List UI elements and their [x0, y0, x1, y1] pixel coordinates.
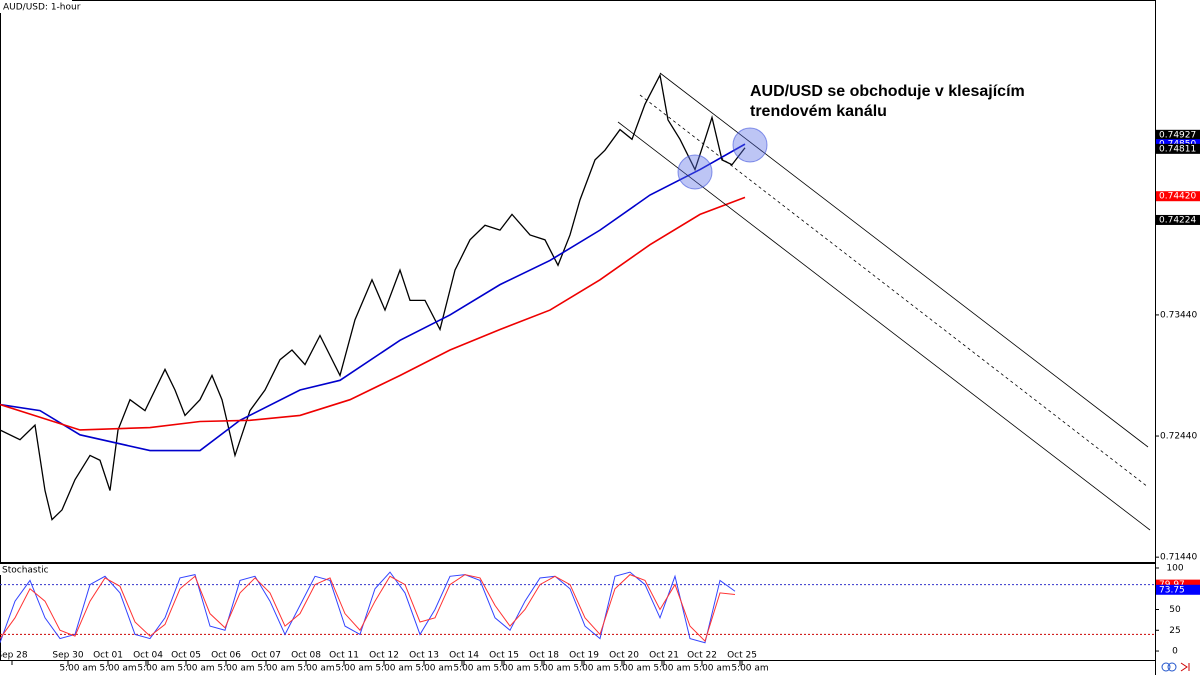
x-tick-label: 5:00 am	[375, 664, 412, 674]
channel-mid	[639, 94, 1149, 488]
icon	[1161, 662, 1171, 672]
series-line	[0, 73, 746, 521]
y-tick-label: 0.72440	[1160, 432, 1197, 442]
y-tick-label: 0.73440	[1160, 310, 1197, 320]
x-tick-label: 5:00 am	[533, 664, 570, 674]
x-tick-label: Oct 14	[449, 651, 479, 661]
y-tick-label: 0.71440	[1160, 553, 1197, 563]
x-tick-label: 5:00 am	[653, 664, 690, 674]
x-tick-label: 5:00 am	[217, 664, 254, 674]
x-tick-label: 5:00 am	[415, 664, 452, 674]
x-tick-label: 5:00 am	[99, 664, 136, 674]
price-marker	[1156, 584, 1200, 595]
x-tick-label: Oct 01	[93, 651, 123, 661]
price-marker-label: 0.74811	[1159, 144, 1196, 154]
icon	[1180, 662, 1190, 672]
x-tick-label: Oct 20	[609, 651, 639, 661]
series-line	[0, 143, 746, 452]
x-tick-label: Oct 15	[489, 651, 519, 661]
touch-circle	[677, 154, 713, 190]
x-tick-label: 5:00 am	[613, 664, 650, 674]
touch-circle	[732, 127, 768, 163]
x-tick-label: Oct 22	[687, 651, 717, 661]
x-tick-label: Oct 13	[409, 651, 439, 661]
x-tick-label: 5:00 am	[137, 664, 174, 674]
x-tick-label: Oct 07	[251, 651, 281, 661]
channel-lower	[617, 121, 1151, 531]
price-marker	[1156, 143, 1200, 154]
annotation: trendovém kanálu	[750, 103, 887, 120]
annotation: AUD/USD se obchoduje v klesajícím	[750, 83, 1025, 100]
x-tick-label: 5:00 am	[335, 664, 372, 674]
plot-layer	[0, 73, 1155, 644]
x-tick-label: 5:00 am	[731, 664, 768, 674]
series-line	[0, 196, 746, 431]
price-marker-label: 0.74420	[1159, 192, 1196, 202]
x-tick-label: 5:00 am	[453, 664, 490, 674]
toolbar-icons	[1161, 662, 1190, 672]
x-tick-label: Oct 21	[649, 651, 679, 661]
icon	[1167, 662, 1177, 672]
x-tick-label: Sep 28	[0, 651, 28, 661]
y-tick-label: 0	[1172, 647, 1178, 657]
price-marker-label: 0.74927	[1159, 130, 1196, 140]
x-tick-label: Oct 12	[369, 651, 399, 661]
x-tick-label: Oct 08	[291, 651, 321, 661]
stoch-pane-border	[0, 563, 1156, 661]
x-tick-label: Oct 04	[133, 651, 163, 661]
y-tick-label: 50	[1169, 605, 1181, 615]
x-tick-label: 5:00 am	[177, 664, 214, 674]
price-marker-label: 73.75	[1159, 585, 1185, 595]
x-tick-label: Oct 25	[727, 651, 757, 661]
stoch-line	[0, 571, 736, 644]
price-marker	[1156, 214, 1200, 225]
stoch-label: Stochastic	[2, 566, 49, 576]
price-marker	[1156, 579, 1200, 590]
x-tick-label: 5:00 am	[573, 664, 610, 674]
x-tick-label: Sep 30	[52, 651, 84, 661]
channel-upper	[659, 72, 1149, 448]
price-marker-label: 0.74224	[1159, 215, 1196, 225]
x-tick-label: Oct 11	[329, 651, 359, 661]
price-marker	[1156, 191, 1200, 202]
x-tick-label: 5:00 am	[493, 664, 530, 674]
stoch-line	[0, 574, 736, 643]
price-marker	[1156, 129, 1200, 140]
x-tick-label: 5:00 am	[297, 664, 334, 674]
x-tick-label: Oct 06	[211, 651, 241, 661]
x-tick-label: 5:00 am	[693, 664, 730, 674]
x-tick-label: Oct 19	[569, 651, 599, 661]
x-tick-label: 5:00 am	[59, 664, 96, 674]
stoch-label-bg	[0, 564, 40, 575]
title-bg	[0, 0, 72, 13]
x-tick-label: Oct 05	[171, 651, 201, 661]
x-tick-label: Oct 18	[529, 651, 559, 661]
trend-channel	[617, 72, 1151, 531]
y-tick-label: 25	[1169, 626, 1180, 636]
x-tick-label: 5:00 am	[257, 664, 294, 674]
y-tick-label: 100	[1166, 563, 1183, 573]
chart-title: AUD/USD: 1-hour	[3, 3, 81, 13]
